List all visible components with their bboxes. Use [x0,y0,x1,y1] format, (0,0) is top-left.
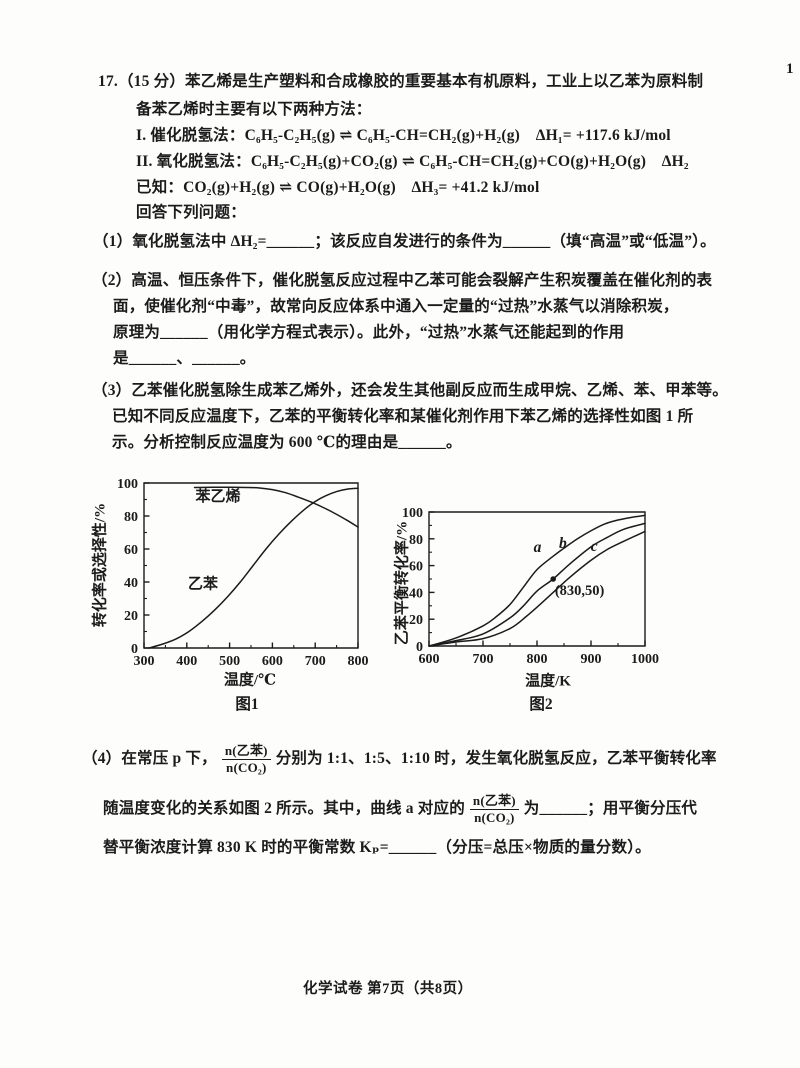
svg-text:0: 0 [131,642,138,657]
part4-line2-pre: 随温度变化的关系如图 2 所示。其中，曲线 a 对应的 [103,800,465,818]
fraction-numerator: n(乙苯) [221,743,271,760]
part2-line4: 是______、______。 [113,350,256,367]
svg-text:500: 500 [219,654,240,669]
svg-text:20: 20 [409,613,423,628]
part2-line3: 原理为______（用化学方程式表示）。此外，“过热”水蒸气还能起到的作用 [113,324,625,341]
question-intro-line2: 备苯乙烯时主要有以下两种方法： [136,101,372,118]
figure2-chart: 600 700 800 900 1000 0 20 40 60 80 100 a b c (830,50) [402,506,659,667]
page-edge-fragment: 1 [786,61,794,77]
svg-text:600: 600 [419,652,440,667]
method1-equation: I. 催化脱氢法：C₆H₅-C₂H₅(g) ⇌ C₆H₅-CH=CH₂(g)+H… [136,127,671,144]
part4-line1-post: 分别为 1:1、1:5、1:10 时，发生氧化脱氢反应，乙苯平衡转化率 [275,750,717,768]
svg-text:700: 700 [305,654,326,669]
svg-text:20: 20 [124,609,138,624]
svg-text:40: 40 [409,586,423,601]
svg-text:60: 60 [124,543,138,558]
method2-equation: II. 氧化脱氢法：C₆H₅-C₂H₅(g)+CO₂(g) ⇌ C₆H₅-CH=… [136,153,689,170]
known-equation: 已知：CO₂(g)+H₂(g) ⇌ CO(g)+H₂O(g) ΔH₃= +41.… [136,179,540,196]
answer-prompt: 回答下列问题： [136,204,246,221]
part2-line1: （2）高温、恒压条件下，催化脱氢反应过程中乙苯可能会裂解产生积炭覆盖在催化剂的表 [92,272,713,289]
part1-text: （1）氧化脱氢法中 ΔH₂=______；该反应自发进行的条件为______（填… [93,233,716,250]
part4-line2: 随温度变化的关系如图 2 所示。其中，曲线 a 对应的 n(乙苯) n(CO₂)… [103,791,697,827]
svg-text:300: 300 [134,654,155,669]
svg-text:400: 400 [176,654,197,669]
question-intro-line1: 17.（15 分）苯乙烯是生产塑料和合成橡胶的重要基本有机原料，工业上以乙苯为原… [98,73,704,90]
part4-line3: 替平衡浓度计算 830 K 时的平衡常数 Kₚ=______（分压=总压×物质的… [103,839,651,856]
svg-text:40: 40 [124,576,138,591]
svg-text:(830,50): (830,50) [555,583,605,599]
svg-text:80: 80 [409,533,423,548]
part3-line1: （3）乙苯催化脱氢除生成苯乙烯外，还会发生其他副反应而生成甲烷、乙烯、苯、甲苯等… [92,382,728,399]
svg-text:100: 100 [402,506,423,521]
svg-text:800: 800 [348,654,369,669]
svg-text:b: b [559,535,567,552]
part3-line2: 已知不同反应温度下，乙苯的平衡转化率和某催化剂作用下苯乙烯的选择性如图 1 所 [112,408,694,425]
svg-text:a: a [534,539,542,556]
svg-text:0: 0 [416,640,423,655]
svg-text:1000: 1000 [631,652,659,667]
svg-text:600: 600 [262,654,283,669]
part4-line1: （4）在常压 p 下， n(乙苯) n(CO₂) 分别为 1:1、1:5、1:1… [82,741,717,777]
part4-line1-pre: （4）在常压 p 下， [82,750,217,768]
svg-text:800: 800 [527,652,548,667]
svg-text:100: 100 [117,477,138,492]
figure2-caption: 图2 [529,696,553,713]
svg-text:700: 700 [473,652,494,667]
page-footer: 化学试卷 第7页（共8页） [303,981,473,997]
fraction-denominator: n(CO₂) [226,759,267,775]
part4-line2-post: 为______；用平衡分压代 [523,800,698,818]
figure1-caption: 图1 [235,696,259,713]
svg-text:c: c [591,538,598,555]
figure2-y-axis-title: 乙苯平衡转化率/% [394,520,411,646]
svg-text:苯乙烯: 苯乙烯 [195,487,241,505]
svg-text:80: 80 [124,510,138,525]
fraction-numerator: n(乙苯) [469,793,519,810]
part2-line2: 面，使催化剂“中毒”，故常向反应体系中通入一定量的“过热”水蒸气以消除积炭， [113,298,679,315]
figure2-x-axis-title: 温度/K [525,673,571,690]
svg-text:60: 60 [409,560,423,575]
mole-ratio-fraction: n(乙苯) n(CO₂) [469,793,519,825]
svg-text:乙苯: 乙苯 [188,575,219,593]
mole-ratio-fraction: n(乙苯) n(CO₂) [221,743,271,775]
svg-text:900: 900 [581,652,602,667]
fraction-denominator: n(CO₂) [474,809,515,825]
figure1-y-axis-title: 转化率或选择性/% [92,502,109,628]
part3-line3: 示。分析控制反应温度为 600 ℃的理由是______。 [112,434,462,451]
figure1-x-axis-title: 温度/℃ [223,672,277,689]
